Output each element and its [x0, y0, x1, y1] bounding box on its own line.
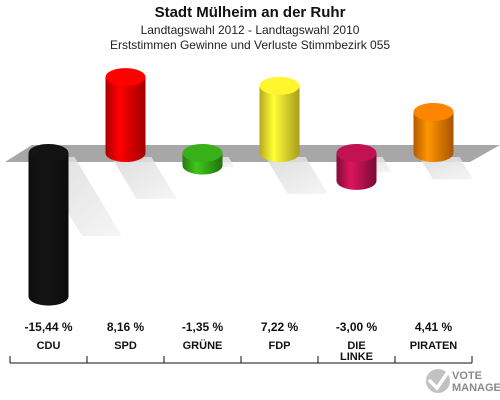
bar-cdu	[28, 144, 69, 306]
bars	[28, 68, 454, 306]
category-label-gr-ne: GRÜNE	[183, 339, 223, 352]
bar-shadow-fdp	[265, 157, 328, 194]
chart-subtitle-detail: Erststimmen Gewinne und Verluste Stimmbe…	[109, 38, 391, 52]
value-label-spd: 8,16 %	[107, 320, 145, 334]
bar-piraten	[413, 102, 454, 162]
vote-manager-logo: VOTE MANAGER	[426, 369, 500, 394]
bar-shadow-piraten	[419, 157, 474, 180]
bar-fdp	[259, 76, 300, 162]
value-label-gr-ne: -1,35 %	[182, 320, 224, 334]
chart-subtitle: Landtagswahl 2012 - Landtagswahl 2010	[140, 23, 360, 37]
value-label-die-linke: -3,00 %	[336, 320, 378, 334]
value-label-piraten: 4,41 %	[415, 320, 453, 334]
category-label-cdu: CDU	[37, 340, 61, 352]
category-label-piraten: PIRATEN	[410, 340, 458, 352]
value-labels: -15,44 % 8,16 % -1,35 % 7,22 % -3,00 % 4,41 %	[24, 320, 452, 334]
value-label-cdu: -15,44 %	[24, 320, 72, 334]
bar-die-linke	[336, 144, 377, 190]
logo-line2: MANAGER	[452, 382, 500, 394]
bar-gr-ne	[182, 144, 223, 175]
category-label-die-linke-0: DIE	[347, 340, 365, 352]
value-label-fdp: 7,22 %	[261, 320, 299, 334]
bar-shadows	[34, 157, 474, 236]
logo-line1: VOTE	[452, 370, 482, 382]
category-label-die-linke-1: LINKE	[340, 351, 373, 363]
checkmark-icon	[426, 369, 450, 393]
category-label-fdp: FDP	[269, 340, 291, 352]
bar-shadow-spd	[111, 157, 177, 199]
category-label-spd: SPD	[114, 340, 137, 352]
bar-spd	[105, 68, 146, 162]
chart-title: Stadt Mülheim an der Ruhr	[154, 4, 346, 21]
